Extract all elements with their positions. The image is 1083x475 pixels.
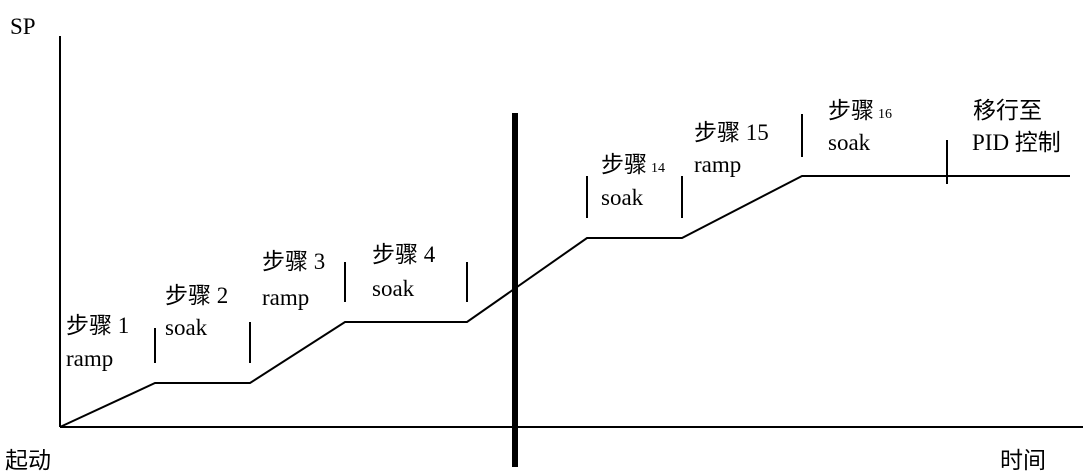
segment-type-label: ramp: [694, 152, 741, 177]
step-label: 步骤 14: [601, 152, 665, 177]
step-label: 步骤 1: [66, 313, 129, 338]
step-label: 步骤 4: [372, 242, 436, 267]
y-axis-label: SP: [10, 14, 36, 39]
transfer-line-1: 移行至: [973, 98, 1042, 123]
segment-step-2: 步骤 2 soak: [165, 283, 228, 340]
segment-step-14: 步骤 14 soak: [601, 152, 665, 210]
segment-step-1: 步骤 1 ramp: [66, 313, 129, 371]
segment-type-label: soak: [828, 130, 871, 155]
setpoint-profile-line: [59, 175, 1070, 428]
segment-step-4: 步骤 4 soak: [372, 242, 436, 301]
step-number: 14: [651, 161, 665, 176]
transfer-to-pid-label: 移行至 PID 控制: [972, 98, 1061, 155]
segment-type-label: soak: [165, 315, 208, 340]
step-number: 16: [878, 107, 892, 122]
step-label: 步骤 2: [165, 283, 228, 308]
segment-step-15: 步骤 15 ramp: [694, 120, 769, 177]
step-word: 步骤: [601, 152, 647, 177]
segment-type-label: soak: [601, 185, 644, 210]
step-label: 步骤 15: [694, 120, 769, 145]
segment-step-3: 步骤 3 ramp: [262, 249, 325, 310]
transfer-line-2: PID 控制: [972, 130, 1061, 155]
segment-step-16: 步骤 16 soak: [828, 98, 892, 155]
segment-type-label: ramp: [66, 346, 113, 371]
step-label: 步骤 3: [262, 249, 325, 274]
segment-type-label: ramp: [262, 285, 309, 310]
step-word: 步骤: [828, 98, 874, 123]
step-label: 步骤 16: [828, 98, 892, 123]
x-axis-start-label: 起动: [5, 448, 51, 473]
segment-type-label: soak: [372, 276, 415, 301]
x-axis-end-label: 时间: [1000, 448, 1046, 473]
